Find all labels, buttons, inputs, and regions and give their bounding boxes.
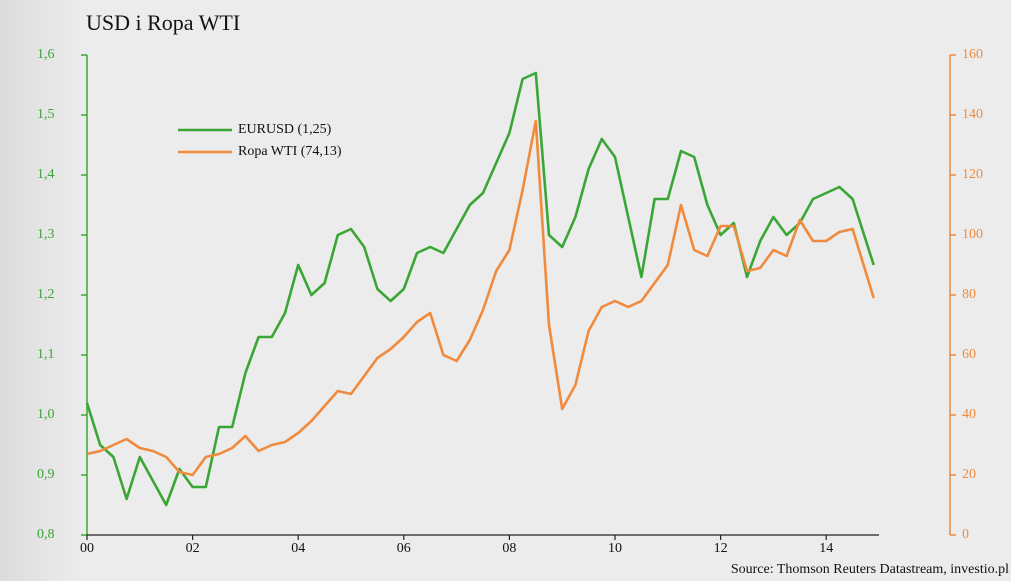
y-tick-label: 1,0 [37, 407, 55, 422]
x-tick-label: 06 [397, 541, 411, 556]
y-tick-label: 1,2 [37, 287, 55, 302]
x-tick-label: 12 [714, 541, 728, 556]
x-tick-label: 04 [291, 541, 305, 556]
y2-tick-label: 120 [962, 167, 983, 182]
x-tick-label: 02 [186, 541, 200, 556]
source: Source: Thomson Reuters Datastream, inve… [731, 562, 1009, 577]
legend-label: EURUSD (1,25) [238, 122, 332, 137]
y-tick-label: 1,3 [37, 227, 55, 242]
series-line [86, 119, 875, 477]
y2-tick-label: 60 [962, 347, 976, 362]
y2-tick-label: 20 [962, 467, 976, 482]
x-tick-label: 10 [608, 541, 622, 556]
y-tick-label: 0,9 [37, 467, 55, 482]
y2-tick-label: 160 [962, 47, 983, 62]
y-tick-label: 1,4 [37, 167, 55, 182]
chart-title: USD i Ropa WTI [86, 10, 240, 35]
y-tick-label: 1,6 [37, 47, 55, 62]
y-tick-label: 0,8 [37, 527, 55, 542]
y-tick-label: 1,5 [37, 107, 55, 122]
y-tick-label: 1,1 [37, 347, 55, 362]
y2-tick-label: 140 [962, 107, 983, 122]
y2-tick-label: 40 [962, 407, 976, 422]
x-tick-label: 00 [80, 541, 94, 556]
y2-tick-label: 0 [962, 527, 969, 542]
y2-tick-label: 80 [962, 287, 976, 302]
y2-tick-label: 100 [962, 227, 983, 242]
x-tick-label: 14 [819, 541, 833, 556]
legend-label: Ropa WTI (74,13) [238, 144, 342, 159]
x-tick-label: 08 [502, 541, 516, 556]
